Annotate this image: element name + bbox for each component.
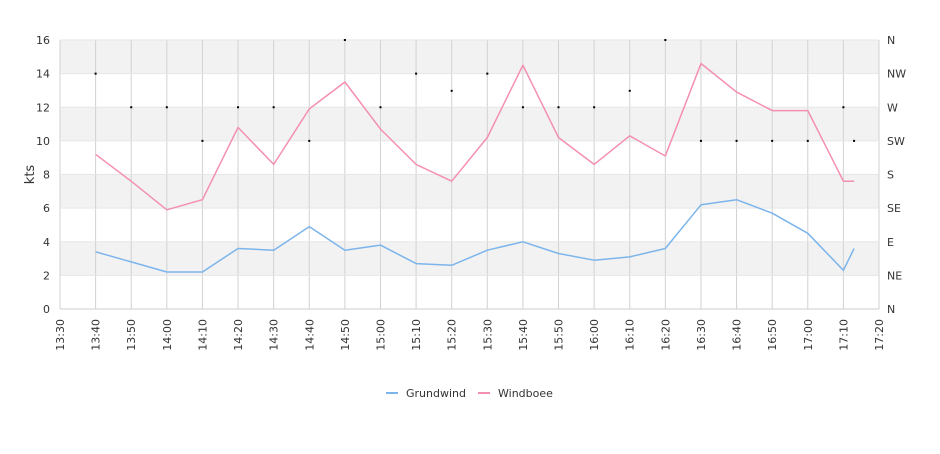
x-tick-label: 14:40	[303, 319, 316, 351]
plot-band	[60, 40, 879, 74]
plot-band	[60, 175, 879, 209]
wind-direction-marker	[558, 106, 560, 108]
wind-direction-marker	[522, 106, 524, 108]
wind-direction-marker	[736, 140, 738, 142]
direction-tick-label: SE	[887, 202, 901, 215]
wind-direction-marker	[237, 106, 239, 108]
wind-direction-marker	[344, 39, 346, 41]
y-tick-label: 14	[36, 68, 50, 81]
wind-direction-marker	[664, 39, 666, 41]
plot-band	[60, 107, 879, 141]
plot-band	[60, 208, 879, 242]
wind-direction-marker	[451, 90, 453, 92]
y-tick-label: 12	[36, 101, 50, 114]
x-tick-label: 17:20	[873, 319, 886, 351]
wind-direction-marker	[273, 106, 275, 108]
y-tick-label: 0	[43, 303, 50, 316]
direction-tick-label: N	[887, 303, 895, 316]
y-tick-label: 10	[36, 135, 50, 148]
y-tick-label: 16	[36, 34, 50, 47]
x-tick-label: 16:10	[624, 319, 637, 351]
x-tick-label: 15:50	[553, 319, 566, 351]
legend-label-grundwind: Grundwind	[406, 387, 466, 400]
x-tick-label: 17:10	[837, 319, 850, 351]
wind-direction-marker	[379, 106, 381, 108]
wind-direction-marker	[201, 140, 203, 142]
x-tick-label: 17:00	[802, 319, 815, 351]
y-tick-label: 6	[43, 202, 50, 215]
wind-direction-marker	[593, 106, 595, 108]
plot-band	[60, 275, 879, 309]
x-tick-label: 13:40	[90, 319, 103, 351]
x-tick-label: 14:30	[268, 319, 281, 351]
x-tick-label: 16:00	[588, 319, 601, 351]
wind-direction-marker	[166, 106, 168, 108]
x-tick-label: 15:00	[374, 319, 387, 351]
x-tick-label: 14:20	[232, 319, 245, 351]
wind-direction-marker	[130, 106, 132, 108]
wind-direction-marker	[700, 140, 702, 142]
wind-direction-marker	[415, 73, 417, 75]
direction-tick-label: S	[887, 169, 894, 182]
x-tick-label: 16:50	[766, 319, 779, 351]
wind-direction-marker	[853, 140, 855, 142]
direction-tick-label: SW	[887, 135, 905, 148]
x-tick-label: 16:20	[659, 319, 672, 351]
y-axis-title: kts	[23, 165, 38, 185]
wind-direction-marker	[95, 73, 97, 75]
y-tick-label: 4	[43, 236, 50, 249]
x-tick-label: 15:10	[410, 319, 423, 351]
y-tick-label: 8	[43, 169, 50, 182]
x-tick-label: 15:20	[446, 319, 459, 351]
x-tick-label: 16:40	[731, 319, 744, 351]
direction-tick-label: W	[887, 101, 898, 114]
wind-direction-marker	[308, 140, 310, 142]
y-tick-label: 2	[43, 269, 50, 282]
legend-label-windboee: Windboee	[498, 387, 553, 400]
x-tick-label: 13:30	[54, 319, 67, 351]
x-tick-label: 15:40	[517, 319, 530, 351]
wind-direction-marker	[807, 140, 809, 142]
wind-direction-marker	[629, 90, 631, 92]
x-tick-label: 14:00	[161, 319, 174, 351]
x-tick-label: 13:50	[125, 319, 138, 351]
wind-direction-marker	[771, 140, 773, 142]
wind-direction-marker	[842, 106, 844, 108]
plot-band	[60, 141, 879, 175]
wind-direction-marker	[486, 73, 488, 75]
x-tick-label: 14:50	[339, 319, 352, 351]
direction-tick-label: N	[887, 34, 895, 47]
direction-tick-label: E	[887, 236, 894, 249]
direction-tick-label: NE	[887, 269, 902, 282]
x-tick-label: 15:30	[481, 319, 494, 351]
x-tick-label: 14:10	[196, 319, 209, 351]
direction-tick-label: NW	[887, 68, 906, 81]
x-tick-label: 16:30	[695, 319, 708, 351]
